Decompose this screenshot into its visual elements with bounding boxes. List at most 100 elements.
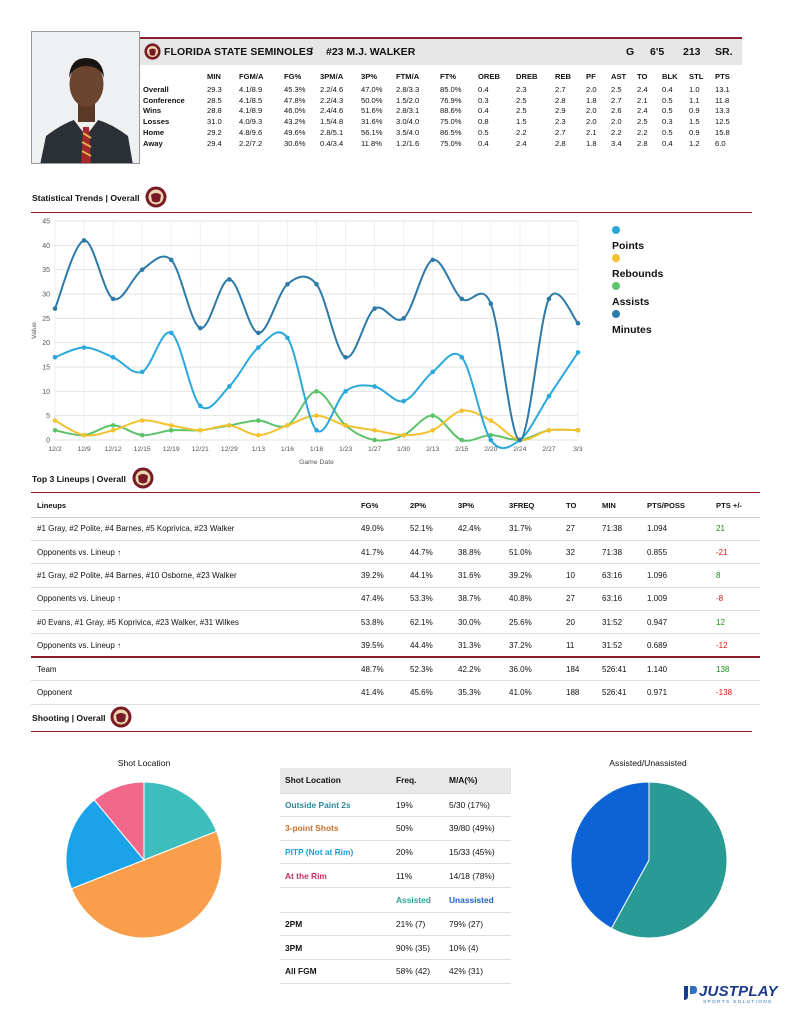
lineup-cell: 45.6% bbox=[410, 680, 458, 705]
split-col-header: PF bbox=[586, 71, 596, 81]
rebounds-point bbox=[139, 418, 145, 423]
split-cell: 2.2/7.2 bbox=[239, 138, 263, 148]
split-stats-table: MIN FGM/A FG% 3PM/A 3P% FTM/A FT% OREB DREB REB PF… bbox=[143, 68, 743, 149]
x-axis-label: Game Date bbox=[299, 459, 334, 466]
rebounds-point bbox=[110, 427, 116, 433]
split-col-header: 3PM/A bbox=[320, 71, 344, 81]
split-row: Away 29.4 2.2/7.2 30.6% 0.4/3.4 11.8% 1.2/1.6 7… bbox=[143, 138, 743, 149]
rebounds-point bbox=[227, 423, 232, 428]
seminoles-logo-icon bbox=[144, 43, 161, 60]
lineup-cell: 27 bbox=[566, 517, 602, 541]
y-tick-label: 40 bbox=[42, 243, 50, 250]
shot-location-slice-outside-paint-2s bbox=[143, 781, 218, 861]
split-row-label: Conference bbox=[143, 95, 185, 105]
lineup-cell: 11 bbox=[566, 633, 602, 658]
split-cell: 2.5 bbox=[516, 106, 527, 116]
split-row-label: Wins bbox=[143, 106, 162, 116]
lineup-cell: 31:52 bbox=[602, 610, 647, 635]
shooting-title: Shooting | Overall bbox=[32, 713, 106, 723]
x-tick-label: 1/23 bbox=[339, 446, 352, 453]
shooting-col-header: Freq. bbox=[391, 768, 444, 794]
shot-location-freq: 11% bbox=[391, 863, 444, 888]
assist-row: All FGM 58% (42) 42% (31) bbox=[280, 959, 511, 984]
minutes-point bbox=[197, 325, 203, 331]
lineups-title: Top 3 Lineups | Overall bbox=[32, 474, 126, 484]
split-cell: 2.5 bbox=[516, 95, 527, 105]
lineup-cell: 51.0% bbox=[509, 540, 566, 565]
split-cell: 2.7 bbox=[555, 84, 566, 94]
shot-location-row: At the Rim 11% 14/18 (78%) bbox=[280, 863, 511, 888]
split-cell: 2.2/4.6 bbox=[320, 84, 344, 94]
lineup-plus-minus: 8 bbox=[716, 563, 760, 588]
assists-point bbox=[110, 423, 116, 428]
player-position: G bbox=[626, 46, 635, 58]
split-cell: 3.5/4.0 bbox=[396, 128, 420, 138]
assisted-value: 58% (42) bbox=[391, 959, 444, 984]
minutes-point bbox=[372, 306, 377, 311]
justplay-logo-icon bbox=[684, 986, 697, 1000]
shot-location-label: 3-point Shots bbox=[280, 816, 391, 841]
lineup-cell: 44.1% bbox=[410, 563, 458, 588]
lineup-col-header: 3FREQ bbox=[509, 494, 566, 518]
lineup-cell: 41.7% bbox=[361, 540, 410, 565]
lineup-plus-minus: -12 bbox=[716, 633, 760, 658]
split-row-label: Away bbox=[143, 138, 163, 148]
rebounds-point bbox=[314, 413, 319, 418]
split-cell: 88.6% bbox=[440, 106, 462, 116]
points-point bbox=[372, 384, 377, 389]
lineup-cell: 48.7% bbox=[361, 656, 410, 682]
lineup-name: #0 Evans, #1 Gray, #5 Koprivica, #23 Wal… bbox=[31, 610, 361, 635]
legend-label: Assists bbox=[612, 296, 650, 308]
school-name: FLORIDA STATE SEMINOLES bbox=[164, 46, 314, 58]
split-col-header: FGM/A bbox=[239, 71, 264, 81]
lineup-name: Opponents vs. Lineup ↑ bbox=[31, 633, 361, 658]
split-cell: 13.1 bbox=[715, 84, 730, 94]
lineup-cell: 1.009 bbox=[647, 587, 716, 612]
split-cell: 2.0 bbox=[611, 117, 622, 127]
split-cell: 2.3 bbox=[516, 84, 527, 94]
split-cell: 1.5/2.0 bbox=[396, 95, 420, 105]
y-tick-label: 25 bbox=[42, 316, 50, 323]
rebounds-point bbox=[401, 432, 406, 438]
split-col-header: MIN bbox=[207, 71, 221, 81]
split-cell: 30.6% bbox=[284, 138, 306, 148]
split-cell: 3.0/4.0 bbox=[396, 117, 420, 127]
player-name: #23 M.J. WALKER bbox=[326, 46, 416, 58]
lineup-cell: 38.7% bbox=[458, 587, 509, 612]
points-point bbox=[139, 369, 145, 375]
shot-location-freq: 20% bbox=[391, 840, 444, 865]
split-cell: 31.6% bbox=[361, 117, 383, 127]
assists-point bbox=[256, 418, 261, 423]
split-col-header: FTM/A bbox=[396, 71, 420, 81]
lineup-row: Opponents vs. Lineup ↑ 39.5% 44.4% 31.3% 37.… bbox=[31, 633, 760, 658]
lineup-cell: 38.8% bbox=[458, 540, 509, 565]
rebounds-point bbox=[488, 418, 494, 423]
shot-location-ma: 15/33 (45%) bbox=[444, 840, 511, 865]
shot-location-row: Outside Paint 2s 19% 5/30 (17%) bbox=[280, 793, 511, 818]
lineups-seminoles-logo-icon bbox=[132, 467, 154, 489]
split-cell: 47.8% bbox=[284, 95, 306, 105]
split-cell: 0.5 bbox=[662, 106, 673, 116]
split-cell: 2.0 bbox=[586, 84, 597, 94]
assisted-pie-title: Assisted/Unassisted bbox=[609, 758, 687, 768]
shooting-col-header: M/A(%) bbox=[444, 768, 511, 794]
split-col-header: OREB bbox=[478, 71, 500, 81]
lineup-plus-minus: -8 bbox=[716, 587, 760, 612]
split-cell: 50.0% bbox=[361, 95, 383, 105]
legend-dot bbox=[612, 282, 620, 290]
player-weight: 213 bbox=[683, 46, 701, 58]
split-col-header: FG% bbox=[284, 71, 302, 81]
lineup-row: Opponents vs. Lineup ↑ 47.4% 53.3% 38.7% 40.… bbox=[31, 587, 760, 612]
lineup-col-header: 3P% bbox=[458, 494, 509, 518]
split-cell: 3.4 bbox=[611, 138, 622, 148]
lineup-cell: 39.5% bbox=[361, 633, 410, 658]
shooting-divider bbox=[31, 731, 752, 732]
lineup-row: #1 Gray, #2 Polite, #4 Barnes, #10 Osbor… bbox=[31, 563, 760, 588]
points-point bbox=[285, 335, 290, 341]
y-axis-label: Value bbox=[31, 322, 38, 339]
shot-location-freq: 19% bbox=[391, 793, 444, 818]
split-cell: 2.7 bbox=[555, 128, 566, 138]
legend-dot bbox=[612, 254, 620, 262]
split-cell: 2.8 bbox=[555, 95, 566, 105]
split-cell: 4.0/9.3 bbox=[239, 117, 263, 127]
